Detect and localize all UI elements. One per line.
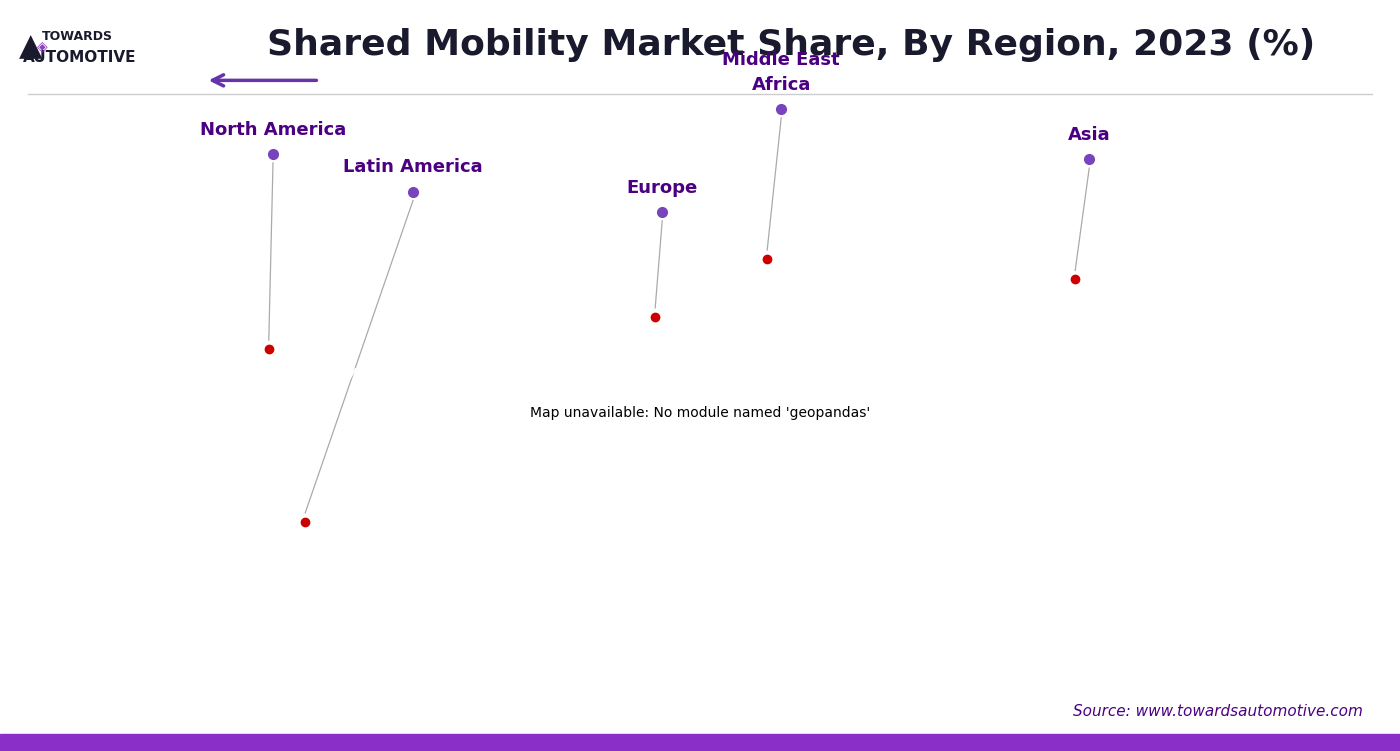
Text: 3.50%: 3.50% (731, 475, 804, 494)
Text: ▲: ▲ (20, 32, 42, 61)
Bar (0, 734, 1400, 751)
Text: ◈: ◈ (36, 40, 48, 53)
Text: Shared Mobility Market Share, By Region, 2023 (%): Shared Mobility Market Share, By Region,… (267, 28, 1315, 62)
Text: Middle East: Middle East (722, 51, 840, 69)
Text: Map unavailable: No module named 'geopandas': Map unavailable: No module named 'geopan… (529, 406, 871, 420)
Text: 4%: 4% (227, 540, 263, 559)
Text: Asia: Asia (1068, 126, 1110, 144)
Text: AUTOMOTIVE: AUTOMOTIVE (22, 50, 137, 65)
Text: Europe: Europe (627, 179, 697, 197)
Text: 22.60%: 22.60% (276, 368, 363, 388)
Text: Latin America: Latin America (343, 158, 483, 176)
Text: Africa: Africa (752, 76, 811, 94)
Text: Source: www.towardsautomotive.com: Source: www.towardsautomotive.com (1072, 704, 1364, 719)
Text: 49.5%: 49.5% (993, 347, 1065, 366)
Text: North America: North America (200, 121, 346, 139)
Text: TOWARDS: TOWARDS (42, 29, 112, 43)
Text: 20.40%: 20.40% (634, 356, 721, 376)
